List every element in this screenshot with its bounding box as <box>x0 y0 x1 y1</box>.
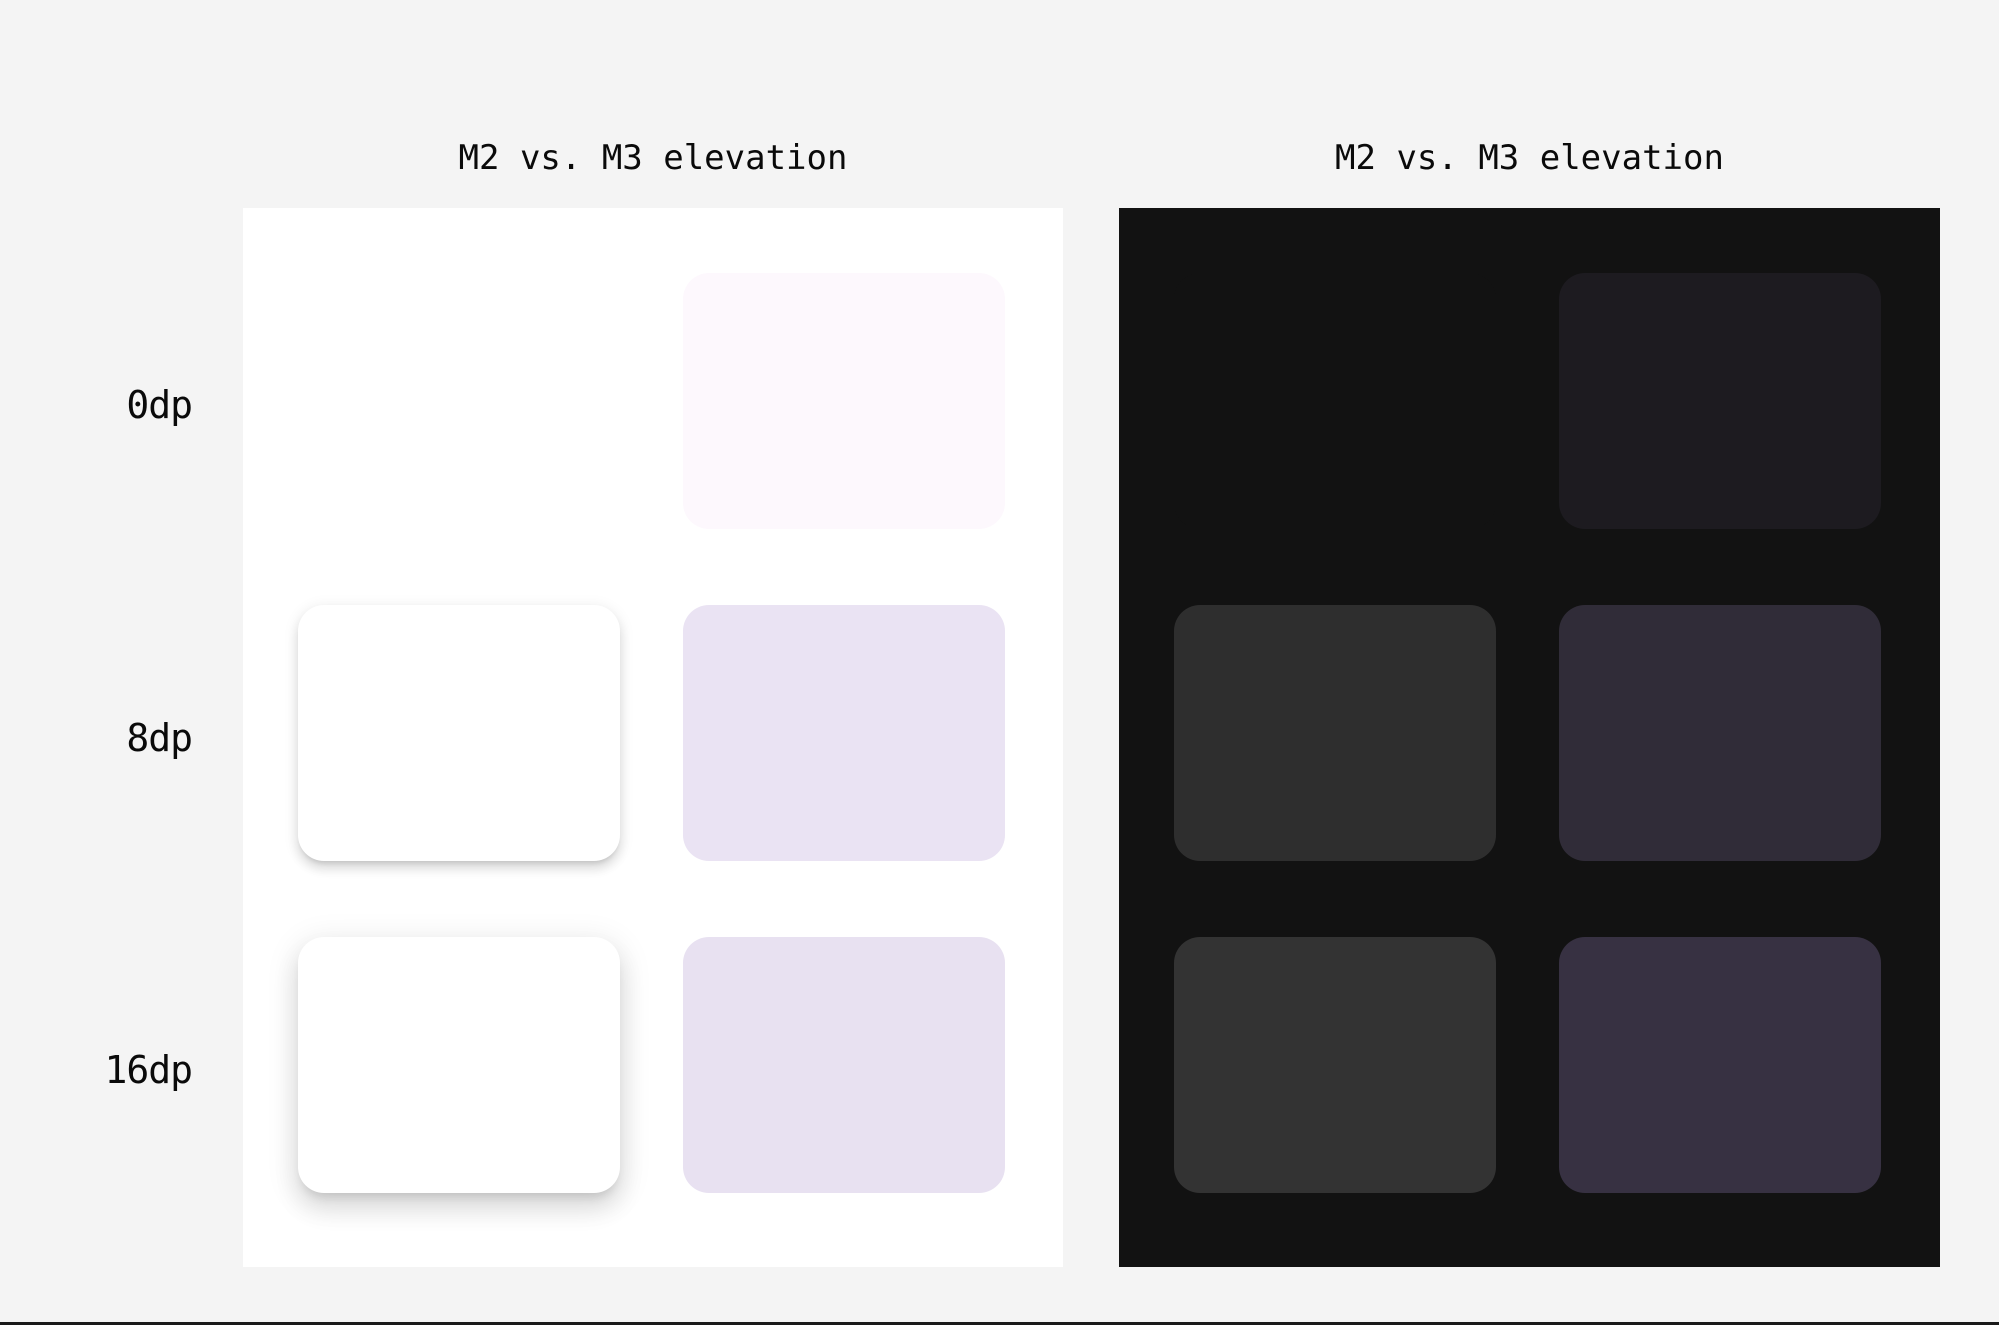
row-label-16dp: 16dp <box>104 1048 193 1092</box>
card-dark-m3-0dp <box>1559 273 1881 529</box>
light-theme-panel <box>243 208 1063 1267</box>
row-label-0dp: 0dp <box>126 383 193 427</box>
card-light-m2-16dp <box>298 937 620 1193</box>
card-dark-m3-16dp <box>1559 937 1881 1193</box>
card-light-m2-0dp <box>298 273 620 529</box>
bottom-divider <box>0 1322 1999 1325</box>
card-dark-m2-16dp <box>1174 937 1496 1193</box>
card-light-m3-0dp <box>683 273 1005 529</box>
card-dark-m2-8dp <box>1174 605 1496 861</box>
card-light-m3-16dp <box>683 937 1005 1193</box>
dark-theme-title-line-1: M2 vs. M3 elevation <box>1335 138 1724 179</box>
card-dark-m3-8dp <box>1559 605 1881 861</box>
card-light-m2-8dp <box>298 605 620 861</box>
row-label-8dp: 8dp <box>126 716 193 760</box>
dark-theme-panel <box>1119 208 1940 1267</box>
card-light-m3-8dp <box>683 605 1005 861</box>
light-theme-title-line-1: M2 vs. M3 elevation <box>458 138 848 179</box>
card-dark-m2-0dp <box>1174 273 1496 529</box>
